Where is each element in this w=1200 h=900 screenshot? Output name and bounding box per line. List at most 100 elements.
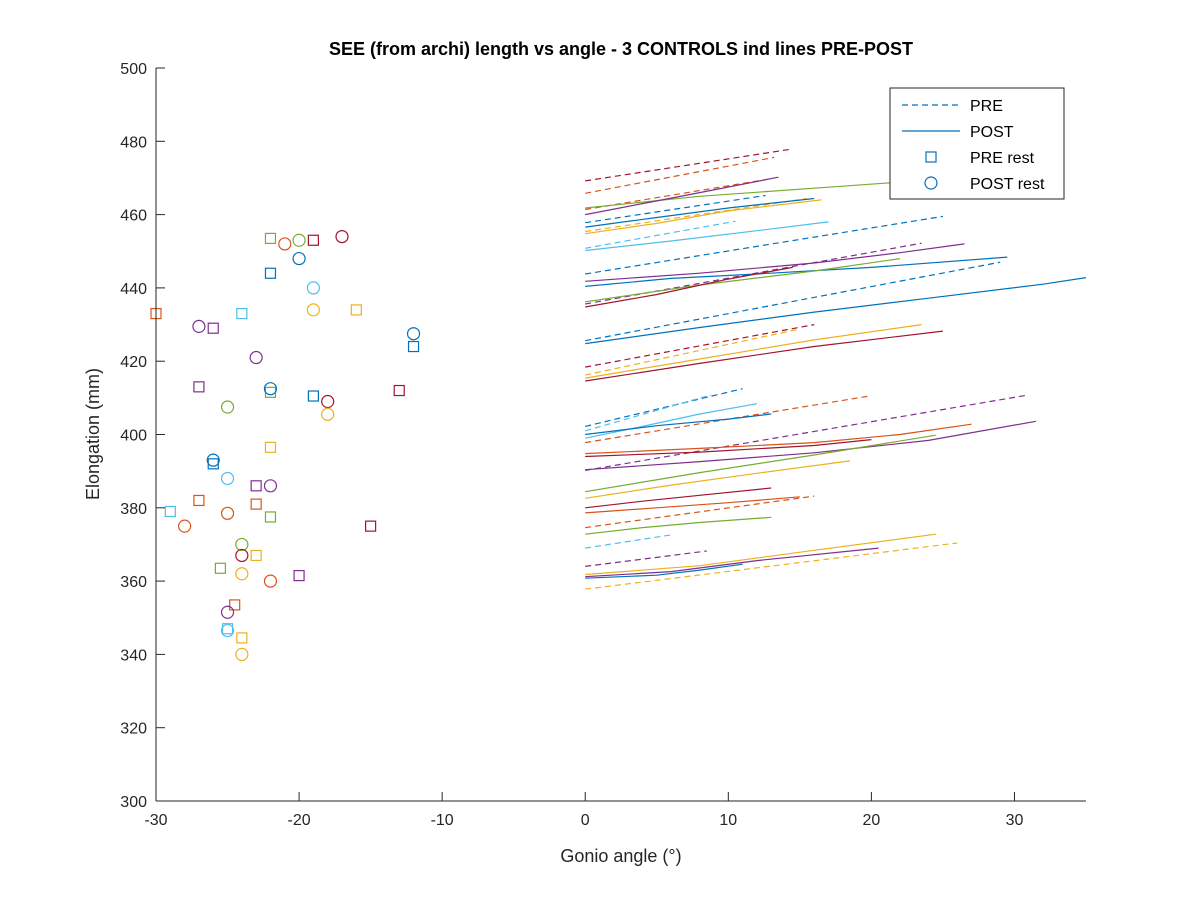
post-series-line bbox=[585, 324, 922, 379]
post-rest-marker bbox=[292, 251, 306, 266]
pre-rest-marker bbox=[250, 498, 262, 510]
post-rest-marker bbox=[278, 237, 292, 251]
pre-rest-marker bbox=[250, 480, 262, 492]
legend-label: PRE rest bbox=[970, 150, 1035, 167]
post-series-line bbox=[585, 243, 965, 282]
y-tick-label: 300 bbox=[120, 794, 147, 811]
pre-series-line bbox=[585, 542, 958, 590]
post-rest-marker bbox=[192, 319, 206, 333]
x-tick-label: -20 bbox=[288, 812, 311, 829]
legend-entries: PRE POST PRE rest POST rest bbox=[902, 98, 1045, 193]
marker-layer bbox=[150, 229, 421, 662]
legend-label: PRE bbox=[970, 98, 1003, 115]
post-series-line bbox=[585, 420, 1037, 471]
post-series-line bbox=[585, 434, 936, 493]
x-tick-label: -30 bbox=[144, 812, 167, 829]
x-ticks: -30 -20 -10 0 10 20 30 bbox=[144, 792, 1023, 829]
x-tick-label: 20 bbox=[862, 812, 880, 829]
pre-series-line bbox=[585, 388, 743, 427]
pre-rest-marker bbox=[193, 494, 205, 507]
post-series-line bbox=[585, 563, 743, 579]
pre-rest-marker bbox=[365, 520, 377, 532]
y-tick-label: 380 bbox=[120, 501, 147, 518]
legend-entry: POST bbox=[902, 124, 1014, 141]
pre-rest-marker bbox=[264, 511, 277, 523]
post-rest-marker bbox=[220, 605, 235, 619]
y-tick-label: 420 bbox=[120, 354, 147, 371]
post-series-line bbox=[585, 496, 800, 514]
pre-series-line bbox=[585, 394, 1029, 471]
legend: PRE POST PRE rest POST rest bbox=[889, 87, 1065, 200]
post-series-line bbox=[585, 516, 772, 535]
pre-rest-marker bbox=[250, 549, 262, 562]
post-rest-marker bbox=[306, 281, 320, 295]
pre-rest-marker bbox=[264, 441, 277, 453]
pre-series-line bbox=[585, 261, 1001, 342]
pre-series-line bbox=[585, 324, 815, 368]
y-tick-label: 500 bbox=[120, 61, 147, 78]
chart-title: SEE (from archi) length vs angle - 3 CON… bbox=[329, 39, 913, 59]
post-series-line bbox=[585, 403, 758, 439]
post-rest-marker bbox=[220, 400, 235, 414]
post-rest-marker bbox=[263, 479, 278, 493]
pre-rest-marker bbox=[236, 307, 248, 320]
post-rest-marker bbox=[220, 623, 235, 638]
pre-rest-marker bbox=[264, 232, 277, 245]
pre-series-line bbox=[585, 550, 707, 567]
legend-swatch-post-rest bbox=[924, 176, 938, 190]
post-series-line bbox=[585, 439, 872, 458]
post-rest-marker bbox=[235, 647, 249, 662]
y-axis-label: Elongation (mm) bbox=[83, 368, 103, 500]
legend-entry: PRE rest bbox=[925, 150, 1035, 167]
pre-series-line bbox=[585, 197, 808, 233]
pre-series-line bbox=[585, 394, 712, 432]
x-tick-label: 0 bbox=[581, 812, 590, 829]
post-series-line bbox=[585, 221, 829, 252]
post-series-line bbox=[585, 266, 793, 308]
post-rest-marker bbox=[220, 506, 235, 520]
pre-series-line bbox=[585, 148, 790, 182]
pre-rest-marker bbox=[207, 322, 219, 334]
pre-rest-marker bbox=[229, 599, 241, 611]
post-series-line bbox=[585, 547, 879, 578]
x-axis-label: Gonio angle (°) bbox=[560, 846, 681, 866]
pre-rest-marker bbox=[214, 562, 226, 574]
pre-rest-marker bbox=[221, 623, 234, 635]
post-series-line bbox=[585, 460, 850, 499]
pre-rest-marker bbox=[193, 381, 205, 393]
pre-series-line bbox=[585, 220, 736, 249]
legend-box bbox=[889, 87, 1065, 200]
x-tick-label: 30 bbox=[1006, 812, 1024, 829]
legend-entry: PRE bbox=[902, 98, 1003, 115]
post-rest-marker bbox=[335, 229, 349, 244]
pre-rest-marker bbox=[307, 234, 319, 246]
y-ticks: 300 320 340 360 380 400 420 440 460 480 500 bbox=[120, 61, 165, 811]
post-rest-marker bbox=[235, 567, 249, 581]
pre-series-line bbox=[585, 495, 815, 529]
pre-series-line bbox=[585, 328, 800, 376]
pre-series-line bbox=[585, 156, 775, 194]
post-rest-marker bbox=[292, 233, 306, 247]
post-rest-marker bbox=[206, 453, 220, 467]
legend-swatch-pre-rest bbox=[925, 151, 937, 163]
pre-rest-marker bbox=[307, 390, 319, 402]
post-rest-marker bbox=[263, 382, 278, 396]
post-series-line bbox=[585, 176, 779, 216]
pre-rest-marker bbox=[264, 267, 277, 279]
post-rest-marker bbox=[235, 537, 249, 552]
x-tick-label: -10 bbox=[431, 812, 454, 829]
post-series-line bbox=[585, 533, 936, 576]
y-tick-label: 440 bbox=[120, 281, 147, 298]
y-tick-label: 400 bbox=[120, 428, 147, 445]
post-series-line bbox=[585, 199, 822, 235]
y-tick-label: 360 bbox=[120, 574, 147, 591]
series-layer bbox=[585, 148, 1087, 590]
pre-series-line bbox=[585, 194, 766, 224]
pre-rest-marker bbox=[236, 632, 248, 644]
post-rest-marker bbox=[321, 407, 335, 421]
post-rest-marker bbox=[235, 548, 249, 563]
pre-rest-marker bbox=[293, 570, 305, 582]
legend-label: POST rest bbox=[970, 176, 1045, 193]
pre-series-line bbox=[585, 534, 672, 549]
